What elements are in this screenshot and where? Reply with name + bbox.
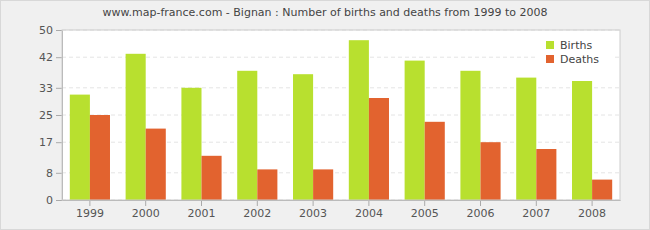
bar [481, 142, 501, 200]
bar [70, 95, 90, 200]
bar [536, 149, 556, 200]
tick: 2002 [243, 200, 271, 220]
bar [237, 71, 257, 200]
tick-mark [201, 200, 202, 206]
background [1, 1, 650, 230]
legend-item: Births [546, 39, 592, 52]
tick: 1999 [76, 200, 104, 220]
bar [516, 78, 536, 200]
tick-label: 2003 [299, 207, 327, 220]
tick-label: 1999 [76, 207, 104, 220]
tick-mark [480, 200, 481, 206]
tick-mark [592, 200, 593, 206]
tick-mark [424, 200, 425, 206]
legend-item: Deaths [546, 53, 599, 66]
bar [90, 115, 110, 200]
bar [592, 180, 612, 200]
plot-area [62, 30, 620, 200]
tick-label: 33 [39, 82, 53, 95]
tick: 2000 [132, 200, 160, 220]
series [70, 40, 592, 200]
tick-mark [257, 200, 258, 206]
tick-label: 2001 [188, 207, 216, 220]
plot: 0 8 17 25 33 42 50 1999 2000 2001 2002 2003 2004 2005… [39, 24, 621, 220]
bars [70, 40, 612, 200]
tick-label: 25 [39, 109, 53, 122]
bar [257, 169, 277, 200]
tick: 2004 [355, 200, 383, 220]
legend-box [538, 34, 612, 70]
tick-mark [56, 57, 62, 58]
bar [293, 74, 313, 200]
tick-label: 2006 [467, 207, 495, 220]
bar [202, 156, 222, 200]
y-axis: 0 8 17 25 33 42 50 [39, 24, 63, 207]
legend: BirthsDeaths [538, 34, 612, 70]
legend-label: Deaths [560, 53, 599, 66]
tick-mark [56, 88, 62, 89]
chart: www.map-france.com - Bignan : Number of … [0, 0, 650, 230]
tick-mark [313, 200, 314, 206]
x-axis: 1999 2000 2001 2002 2003 2004 2005 2006 2007 2008 [63, 200, 621, 220]
tick-label: 8 [46, 167, 53, 180]
tick: 33 [39, 82, 62, 95]
bar [126, 54, 146, 200]
tick-mark [368, 200, 369, 206]
legend-label: Births [560, 39, 592, 52]
legend-swatch [546, 41, 554, 49]
tick-label: 0 [46, 194, 53, 207]
tick-label: 2005 [411, 207, 439, 220]
bar [369, 98, 389, 200]
title: www.map-france.com - Bignan : Number of … [103, 6, 548, 19]
tick: 2008 [578, 200, 606, 220]
legend-swatch [546, 55, 554, 63]
tick-label: 2008 [578, 207, 606, 220]
tick: 25 [39, 109, 62, 122]
tick: 8 [46, 167, 62, 180]
tick: 50 [39, 24, 62, 37]
tick: 17 [39, 136, 62, 149]
tick-mark [56, 200, 62, 201]
tick-label: 50 [39, 24, 53, 37]
bar [572, 81, 592, 200]
tick-label: 2000 [132, 207, 160, 220]
tick-mark [56, 115, 62, 116]
bar [460, 71, 480, 200]
tick: 42 [39, 51, 62, 64]
grid [62, 30, 620, 200]
tick-label: 2007 [522, 207, 550, 220]
tick: 2001 [188, 200, 216, 220]
series [90, 98, 612, 200]
tick-label: 17 [39, 136, 53, 149]
bar [405, 61, 425, 200]
bar [425, 122, 445, 200]
tick: 2005 [411, 200, 439, 220]
tick-mark [56, 30, 62, 31]
tick: 2007 [522, 200, 550, 220]
tick: 2003 [299, 200, 327, 220]
tick: 0 [46, 194, 62, 207]
tick-label: 2002 [243, 207, 271, 220]
plot-frame [62, 30, 620, 200]
tick-mark [89, 200, 90, 206]
tick-mark [56, 142, 62, 143]
bar [349, 40, 369, 200]
tick-label: 2004 [355, 207, 383, 220]
tick-mark [56, 173, 62, 174]
tick-mark [145, 200, 146, 206]
tick-label: 42 [39, 51, 53, 64]
bar [313, 169, 333, 200]
bar [146, 129, 166, 200]
tick-mark [536, 200, 537, 206]
bar [181, 88, 201, 200]
tick: 2006 [467, 200, 495, 220]
